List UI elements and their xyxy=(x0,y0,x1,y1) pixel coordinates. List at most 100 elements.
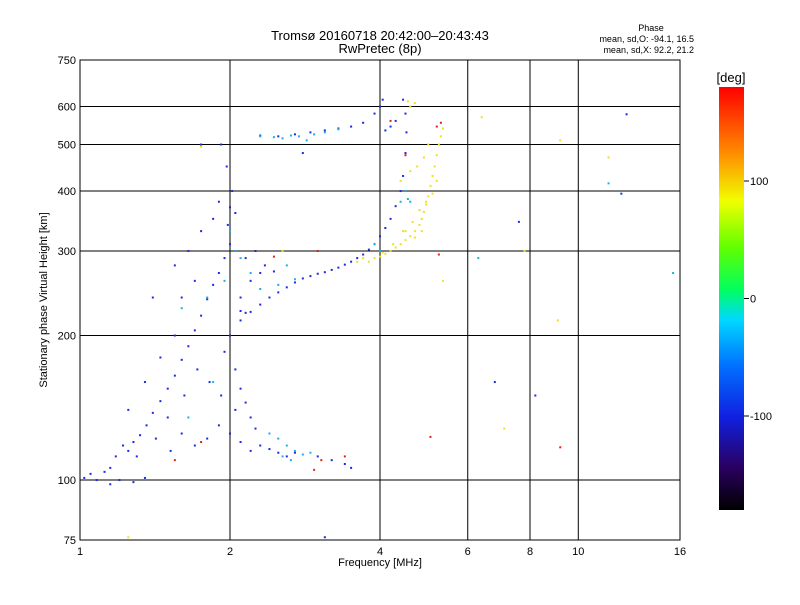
echo-point xyxy=(223,279,226,282)
echo-point xyxy=(263,264,266,267)
echo-point xyxy=(309,275,312,278)
echo-point xyxy=(293,133,296,136)
echo-point xyxy=(268,448,271,451)
echo-point xyxy=(212,381,215,384)
echo-point xyxy=(208,381,211,384)
echo-point xyxy=(254,250,257,253)
echo-point xyxy=(425,200,428,203)
echo-point xyxy=(212,283,215,286)
x-tick-label: 2 xyxy=(227,546,233,558)
y-axis-label: Stationary phase Virtual Height [km] xyxy=(38,212,50,387)
echo-point xyxy=(180,296,183,299)
echo-point xyxy=(429,184,432,187)
echo-point xyxy=(343,462,346,465)
echo-point xyxy=(402,98,405,101)
echo-point xyxy=(323,271,326,274)
echo-point xyxy=(379,235,381,238)
echo-point xyxy=(316,455,319,458)
echo-point xyxy=(379,255,381,258)
echo-point xyxy=(394,205,397,208)
echo-point xyxy=(200,441,203,444)
echo-point xyxy=(220,143,223,146)
echo-points xyxy=(83,98,675,539)
echo-point xyxy=(212,217,215,220)
echo-point xyxy=(435,154,438,157)
y-tick-label: 400 xyxy=(58,186,76,198)
echo-point xyxy=(135,455,138,458)
echo-point xyxy=(330,268,333,271)
echo-point xyxy=(356,260,359,263)
echo-point xyxy=(159,400,162,403)
echo-point xyxy=(239,441,242,444)
grid-lines xyxy=(80,60,680,540)
echo-point xyxy=(127,449,130,452)
x-tick-label: 4 xyxy=(377,546,383,558)
y-tick-label: 300 xyxy=(58,246,76,258)
echo-point xyxy=(392,243,395,246)
echo-point xyxy=(418,223,421,226)
echo-point xyxy=(309,131,312,134)
echo-point xyxy=(234,250,237,253)
echo-point xyxy=(259,288,262,291)
echo-point xyxy=(206,298,209,301)
echo-point xyxy=(404,239,407,242)
echo-point xyxy=(394,119,397,122)
echo-point xyxy=(309,451,312,454)
echo-point xyxy=(277,135,280,138)
echo-point xyxy=(381,251,384,254)
y-tick-label: 600 xyxy=(58,102,76,114)
echo-point xyxy=(413,230,416,233)
echo-point xyxy=(439,121,442,124)
echo-point xyxy=(297,135,300,138)
colorbar-tick-label: -100 xyxy=(750,411,772,423)
echo-point xyxy=(173,459,176,462)
echo-point xyxy=(206,437,209,440)
echo-point xyxy=(301,277,304,280)
echo-point xyxy=(427,195,430,198)
echo-point xyxy=(118,479,121,482)
echo-point xyxy=(404,152,407,155)
echo-point xyxy=(244,311,247,314)
echo-point xyxy=(625,113,628,116)
echo-point xyxy=(122,444,125,447)
echo-point xyxy=(399,200,402,203)
echo-point xyxy=(313,468,316,471)
echo-point xyxy=(103,470,106,473)
echo-point xyxy=(330,459,333,462)
echo-point xyxy=(367,248,370,251)
echo-point xyxy=(281,455,284,458)
echo-point xyxy=(249,416,252,419)
echo-point xyxy=(384,252,387,255)
echo-point xyxy=(356,257,359,260)
echo-point xyxy=(337,266,340,269)
y-tick-label: 750 xyxy=(58,55,76,67)
echo-point xyxy=(435,179,438,182)
echo-point xyxy=(305,139,308,142)
y-tick-label: 75 xyxy=(64,535,76,547)
echo-point xyxy=(422,156,425,159)
echo-point xyxy=(223,257,226,260)
echo-point xyxy=(244,257,247,260)
echo-point xyxy=(234,408,237,411)
x-tick-label: 10 xyxy=(572,546,584,558)
echo-point xyxy=(437,253,440,256)
echo-point xyxy=(362,121,365,124)
chart-subtitle: RwPretec (8p) xyxy=(338,41,421,56)
echo-point xyxy=(217,271,220,274)
echo-point xyxy=(427,143,430,146)
phase-colorbar xyxy=(719,87,744,510)
echo-point xyxy=(384,129,387,132)
echo-point xyxy=(350,260,353,263)
echo-point xyxy=(187,250,190,253)
echo-point xyxy=(323,536,326,539)
echo-point xyxy=(95,479,98,482)
echo-point xyxy=(132,481,135,484)
echo-point xyxy=(239,257,242,260)
echo-point xyxy=(409,105,412,108)
echo-point xyxy=(180,432,183,435)
echo-point xyxy=(293,451,296,454)
echo-point xyxy=(381,98,384,101)
echo-point xyxy=(409,200,412,203)
echo-point xyxy=(620,192,623,195)
echo-point xyxy=(109,466,112,469)
